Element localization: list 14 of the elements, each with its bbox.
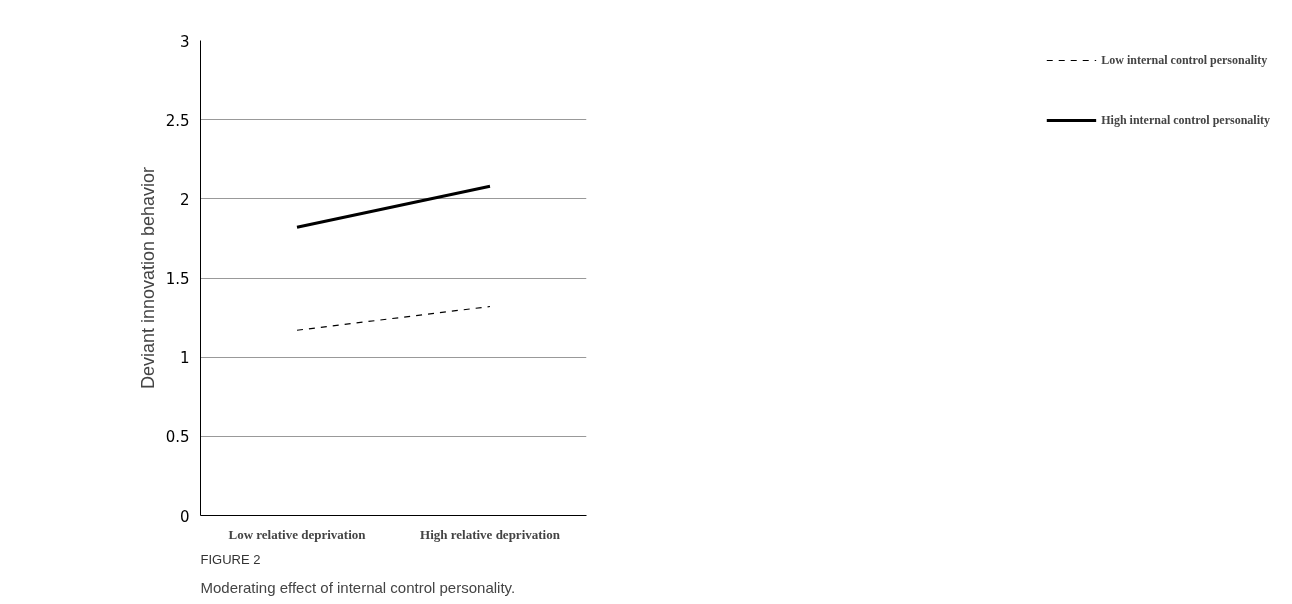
y-tick-label: 0 [179, 507, 190, 526]
legend-label: High internal control personality [1101, 112, 1270, 128]
legend-label: Low internal control personality [1101, 52, 1268, 68]
y-tick-label: 2.5 [165, 111, 190, 130]
y-tick-label: 3 [179, 32, 190, 51]
y-tick-label: 2 [179, 190, 190, 209]
y-tick-label: 1 [179, 349, 190, 368]
y-tick-label: 0.5 [165, 428, 190, 447]
text: Moderating effect of internal control personality. [200, 578, 516, 596]
y-axis-title: Deviant innovation behavior [137, 166, 158, 390]
y-tick-label: 1.5 [165, 270, 190, 288]
caption: FIGURE 2 [200, 551, 261, 567]
x-tick-label: High relative deprivation [420, 526, 561, 542]
x-tick-label: Low relative deprivation [228, 526, 367, 542]
